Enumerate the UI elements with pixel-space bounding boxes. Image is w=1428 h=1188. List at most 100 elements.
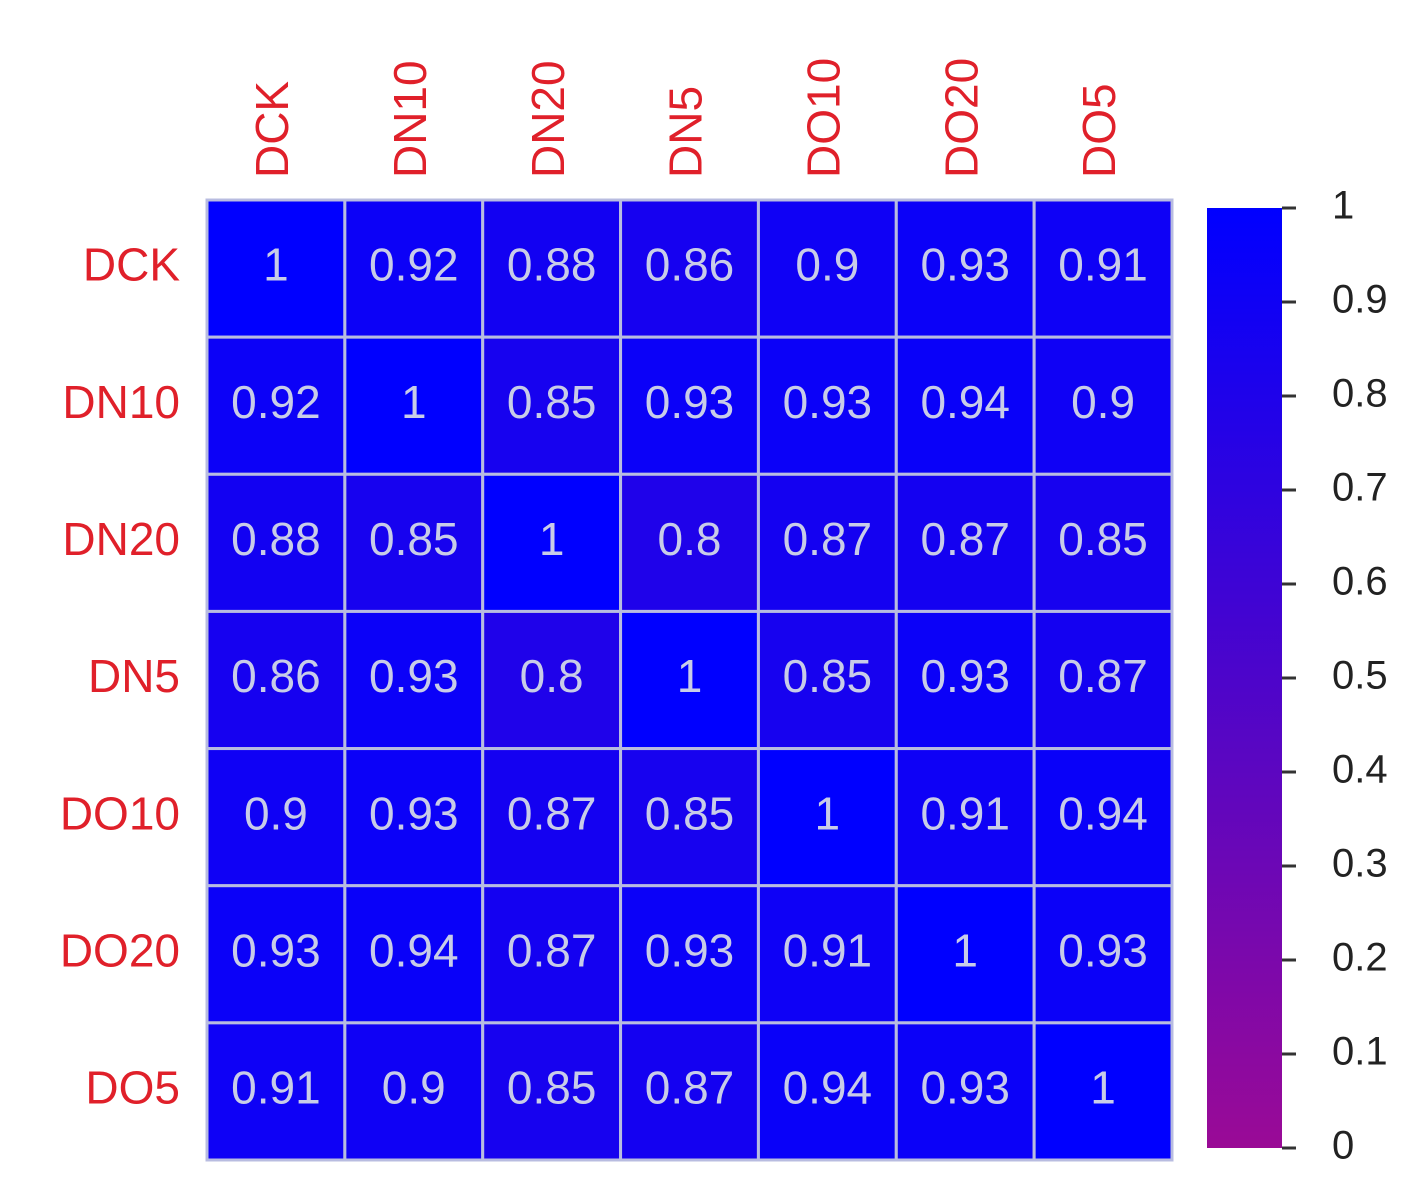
row-label: DCK (83, 239, 180, 291)
column-label: DCK (246, 81, 298, 178)
cell-label: 0.93 (645, 376, 735, 428)
cell-label: 0.8 (658, 513, 722, 565)
heatmap-cell (756, 335, 898, 476)
heatmap-cell (894, 1021, 1036, 1162)
colorbar-tick-label: 0.2 (1332, 936, 1388, 980)
heatmap-cell (481, 747, 623, 888)
cell-label: 0.93 (645, 924, 735, 976)
cell-label: 0.94 (369, 924, 459, 976)
row-label: DN20 (62, 513, 180, 565)
heatmap-cell (756, 1021, 898, 1162)
cell-label: 0.9 (795, 239, 859, 291)
heatmap-cell (619, 1021, 760, 1162)
column-label: DN10 (384, 60, 436, 178)
cell-label: 0.85 (1058, 513, 1148, 565)
cell-label: 1 (539, 513, 565, 565)
row-label: DN5 (88, 650, 180, 702)
cell-label: 0.87 (1058, 650, 1148, 702)
cell-label: 0.88 (231, 513, 321, 565)
cell-label: 0.93 (369, 650, 459, 702)
heatmap-cell (1032, 335, 1174, 476)
heatmap-cell (894, 472, 1036, 613)
cell-label: 0.92 (231, 376, 321, 428)
cell-label: 0.91 (920, 787, 1010, 839)
heatmap-cell (756, 884, 898, 1025)
cell-label: 0.93 (231, 924, 321, 976)
heatmap-cell (619, 884, 760, 1025)
column-label: DO10 (798, 58, 850, 178)
cell-label: 0.87 (920, 513, 1010, 565)
heatmap-cell (343, 472, 485, 613)
heatmap-cell (481, 335, 623, 476)
cell-label: 0.93 (920, 1062, 1010, 1114)
heatmap-cell (205, 609, 347, 751)
cell-label: 1 (1090, 1062, 1116, 1114)
cell-label: 0.93 (920, 650, 1010, 702)
row-label: DO20 (60, 924, 180, 976)
cell-label: 0.85 (507, 1062, 597, 1114)
heatmap-cell (1032, 1021, 1174, 1162)
column-label: DN5 (660, 86, 712, 178)
cell-label: 0.9 (1071, 376, 1135, 428)
cell-label: 0.88 (507, 239, 597, 291)
row-label: DO5 (85, 1062, 180, 1114)
heatmap-cell (343, 609, 485, 751)
cell-label: 0.93 (783, 376, 873, 428)
heatmap-cell (205, 884, 347, 1025)
cell-label: 0.91 (783, 924, 873, 976)
heatmap-cell (619, 472, 760, 613)
heatmap-cell (756, 472, 898, 613)
cell-label: 0.9 (382, 1062, 446, 1114)
cell-label: 0.87 (645, 1062, 735, 1114)
row-label: DO10 (60, 787, 180, 839)
column-label: DN20 (522, 60, 574, 178)
cell-label: 0.87 (507, 787, 597, 839)
colorbar-tick-label: 0.7 (1332, 466, 1388, 510)
heatmap-cell (205, 335, 347, 476)
cell-label: 0.86 (231, 650, 321, 702)
colorbar-tick-label: 0.3 (1332, 842, 1388, 886)
cell-label: 0.94 (1058, 787, 1148, 839)
colorbar (1207, 208, 1282, 1148)
cell-label: 1 (815, 787, 841, 839)
cell-label: 0.85 (369, 513, 459, 565)
cell-label: 0.93 (1058, 924, 1148, 976)
cell-label: 1 (677, 650, 703, 702)
cell-label: 0.8 (520, 650, 584, 702)
heatmap-cell (205, 1021, 347, 1162)
heatmap-cell (205, 747, 347, 888)
cell-label: 1 (401, 376, 427, 428)
cell-label: 0.93 (920, 239, 1010, 291)
heatmap-cell (481, 1021, 623, 1162)
heatmap-cell (343, 198, 485, 339)
cell-label: 0.93 (369, 787, 459, 839)
cell-label: 0.94 (920, 376, 1010, 428)
colorbar-tick-label: 0.5 (1332, 654, 1388, 698)
heatmap-cell (1032, 884, 1174, 1025)
colorbar-tick-label: 0 (1332, 1124, 1354, 1168)
cell-label: 0.85 (507, 376, 597, 428)
heatmap-cell (481, 472, 623, 613)
column-label: DO5 (1073, 83, 1125, 178)
colorbar-tick-label: 0.8 (1332, 372, 1388, 416)
cell-label: 0.91 (231, 1062, 321, 1114)
cell-label: 0.87 (783, 513, 873, 565)
cell-label: 0.92 (369, 239, 459, 291)
cell-label: 0.9 (244, 787, 308, 839)
cell-label: 1 (952, 924, 978, 976)
heatmap-cell (1032, 472, 1174, 613)
column-label: DO20 (935, 58, 987, 178)
cell-label: 0.85 (783, 650, 873, 702)
colorbar-tick-label: 0.1 (1332, 1030, 1388, 1074)
heatmap-cell (205, 198, 347, 339)
colorbar-tick-label: 1 (1332, 184, 1354, 228)
heatmap-cell (894, 609, 1036, 751)
colorbar-tick-label: 0.4 (1332, 748, 1388, 792)
heatmap-cell (1032, 609, 1174, 751)
colorbar-tick-label: 0.9 (1332, 278, 1388, 322)
colorbar-tick-label: 0.6 (1332, 560, 1388, 604)
cell-label: 0.86 (645, 239, 735, 291)
cell-label: 0.87 (507, 924, 597, 976)
cell-label: 0.85 (645, 787, 735, 839)
